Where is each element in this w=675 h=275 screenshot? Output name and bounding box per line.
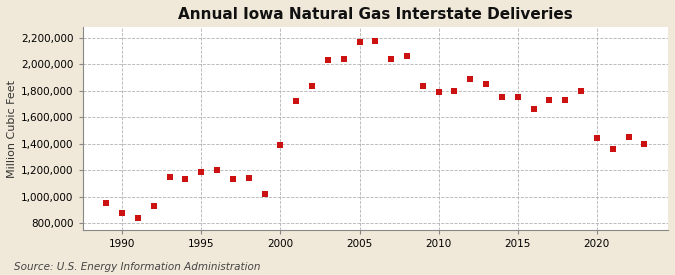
Point [164,175,175,179]
Point [148,204,159,208]
Point [433,90,444,94]
Y-axis label: Million Cubic Feet: Million Cubic Feet [7,79,17,178]
Point [354,40,365,44]
Point [608,147,618,151]
Point [560,98,570,102]
Point [512,95,523,100]
Point [132,216,143,220]
Point [481,82,491,86]
Point [544,98,555,102]
Point [497,95,508,100]
Point [417,83,428,88]
Text: Source: U.S. Energy Information Administration: Source: U.S. Energy Information Administ… [14,262,260,272]
Point [338,57,349,61]
Point [591,136,602,141]
Point [101,201,112,205]
Point [402,54,412,59]
Title: Annual Iowa Natural Gas Interstate Deliveries: Annual Iowa Natural Gas Interstate Deliv… [178,7,572,22]
Point [576,89,587,93]
Point [623,135,634,139]
Point [291,99,302,104]
Point [306,83,317,88]
Point [180,177,191,182]
Point [275,143,286,147]
Point [227,177,238,182]
Point [465,77,476,81]
Point [259,192,270,196]
Point [117,210,128,215]
Point [386,57,397,61]
Point [639,142,650,146]
Point [196,169,207,174]
Point [370,38,381,43]
Point [323,58,333,63]
Point [449,89,460,93]
Point [528,107,539,112]
Point [212,168,223,172]
Point [244,176,254,180]
